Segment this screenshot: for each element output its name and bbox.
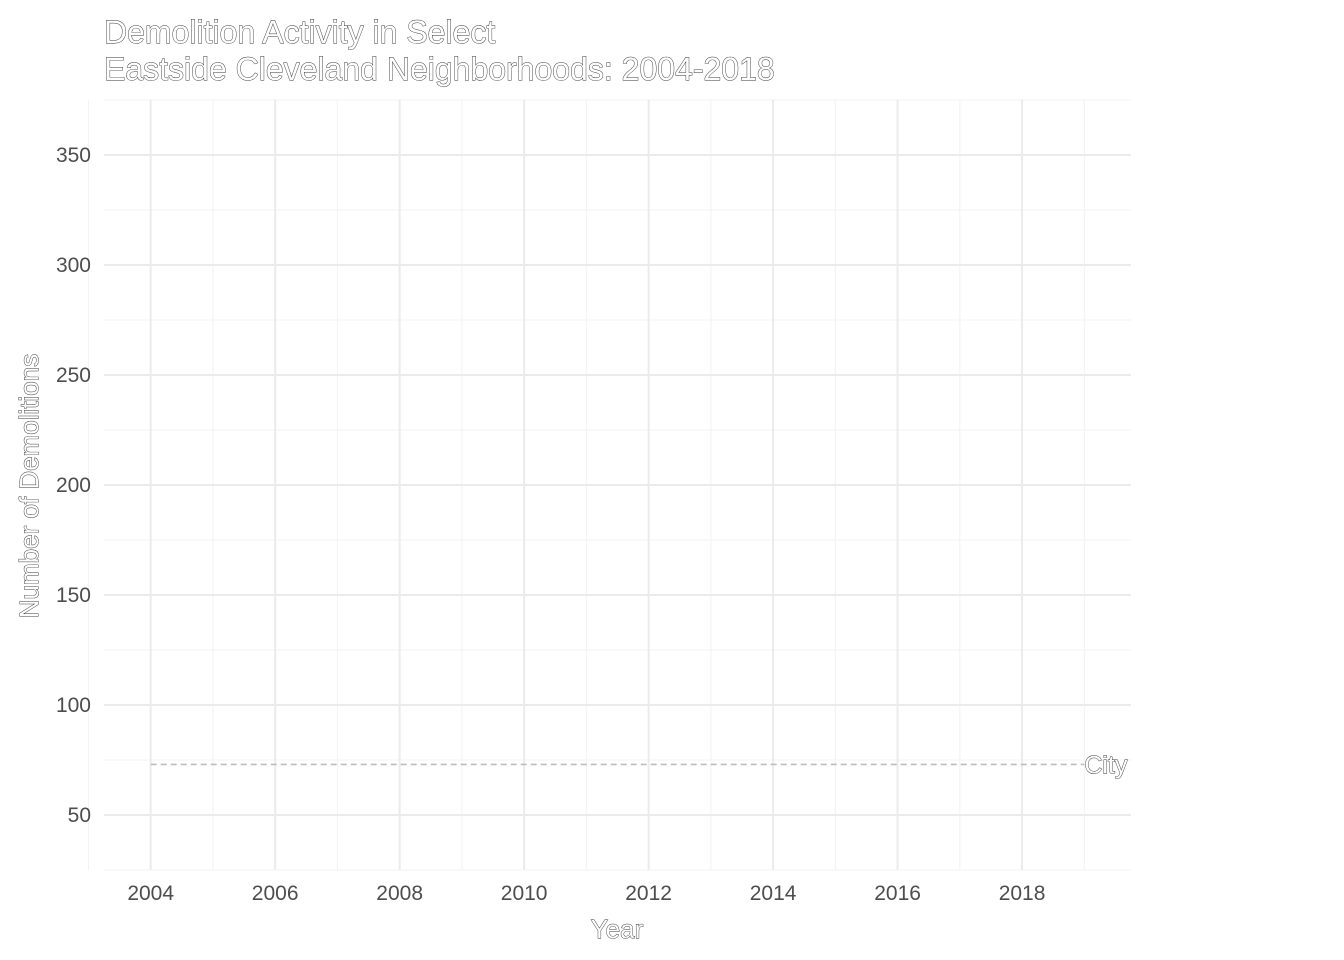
chart-title-line-1: Demolition Activity in Select: [104, 14, 495, 50]
x-tick-label: 2004: [127, 882, 174, 905]
axis-labels: 2004 2006 2008 2010 2012 2014 2016 2018 50 100 150…: [56, 144, 1045, 905]
x-tick-label: 2016: [874, 882, 921, 905]
series-layer: City: [150, 751, 1128, 780]
chart-title-line-2: Eastside Cleveland Neighborhoods: 2004-2…: [104, 51, 775, 87]
x-tick-label: 2008: [376, 882, 423, 905]
y-tick-label: 150: [56, 584, 91, 607]
y-tick-label: 250: [56, 364, 91, 387]
x-tick-label: 2018: [999, 882, 1046, 905]
x-tick-label: 2012: [625, 882, 672, 905]
y-tick-label: 300: [56, 254, 91, 277]
y-axis-label: Number of Demolitions: [14, 354, 44, 618]
y-tick-label: 50: [68, 804, 91, 827]
series-end-label: City: [1084, 751, 1128, 779]
x-tick-label: 2006: [252, 882, 299, 905]
y-tick-label: 350: [56, 144, 91, 167]
major-gridlines: [104, 100, 1131, 870]
x-axis-label: Year: [591, 914, 644, 944]
x-tick-label: 2014: [750, 882, 797, 905]
x-tick-label: 2010: [501, 882, 548, 905]
y-tick-label: 100: [56, 694, 91, 717]
y-tick-label: 200: [56, 474, 91, 497]
